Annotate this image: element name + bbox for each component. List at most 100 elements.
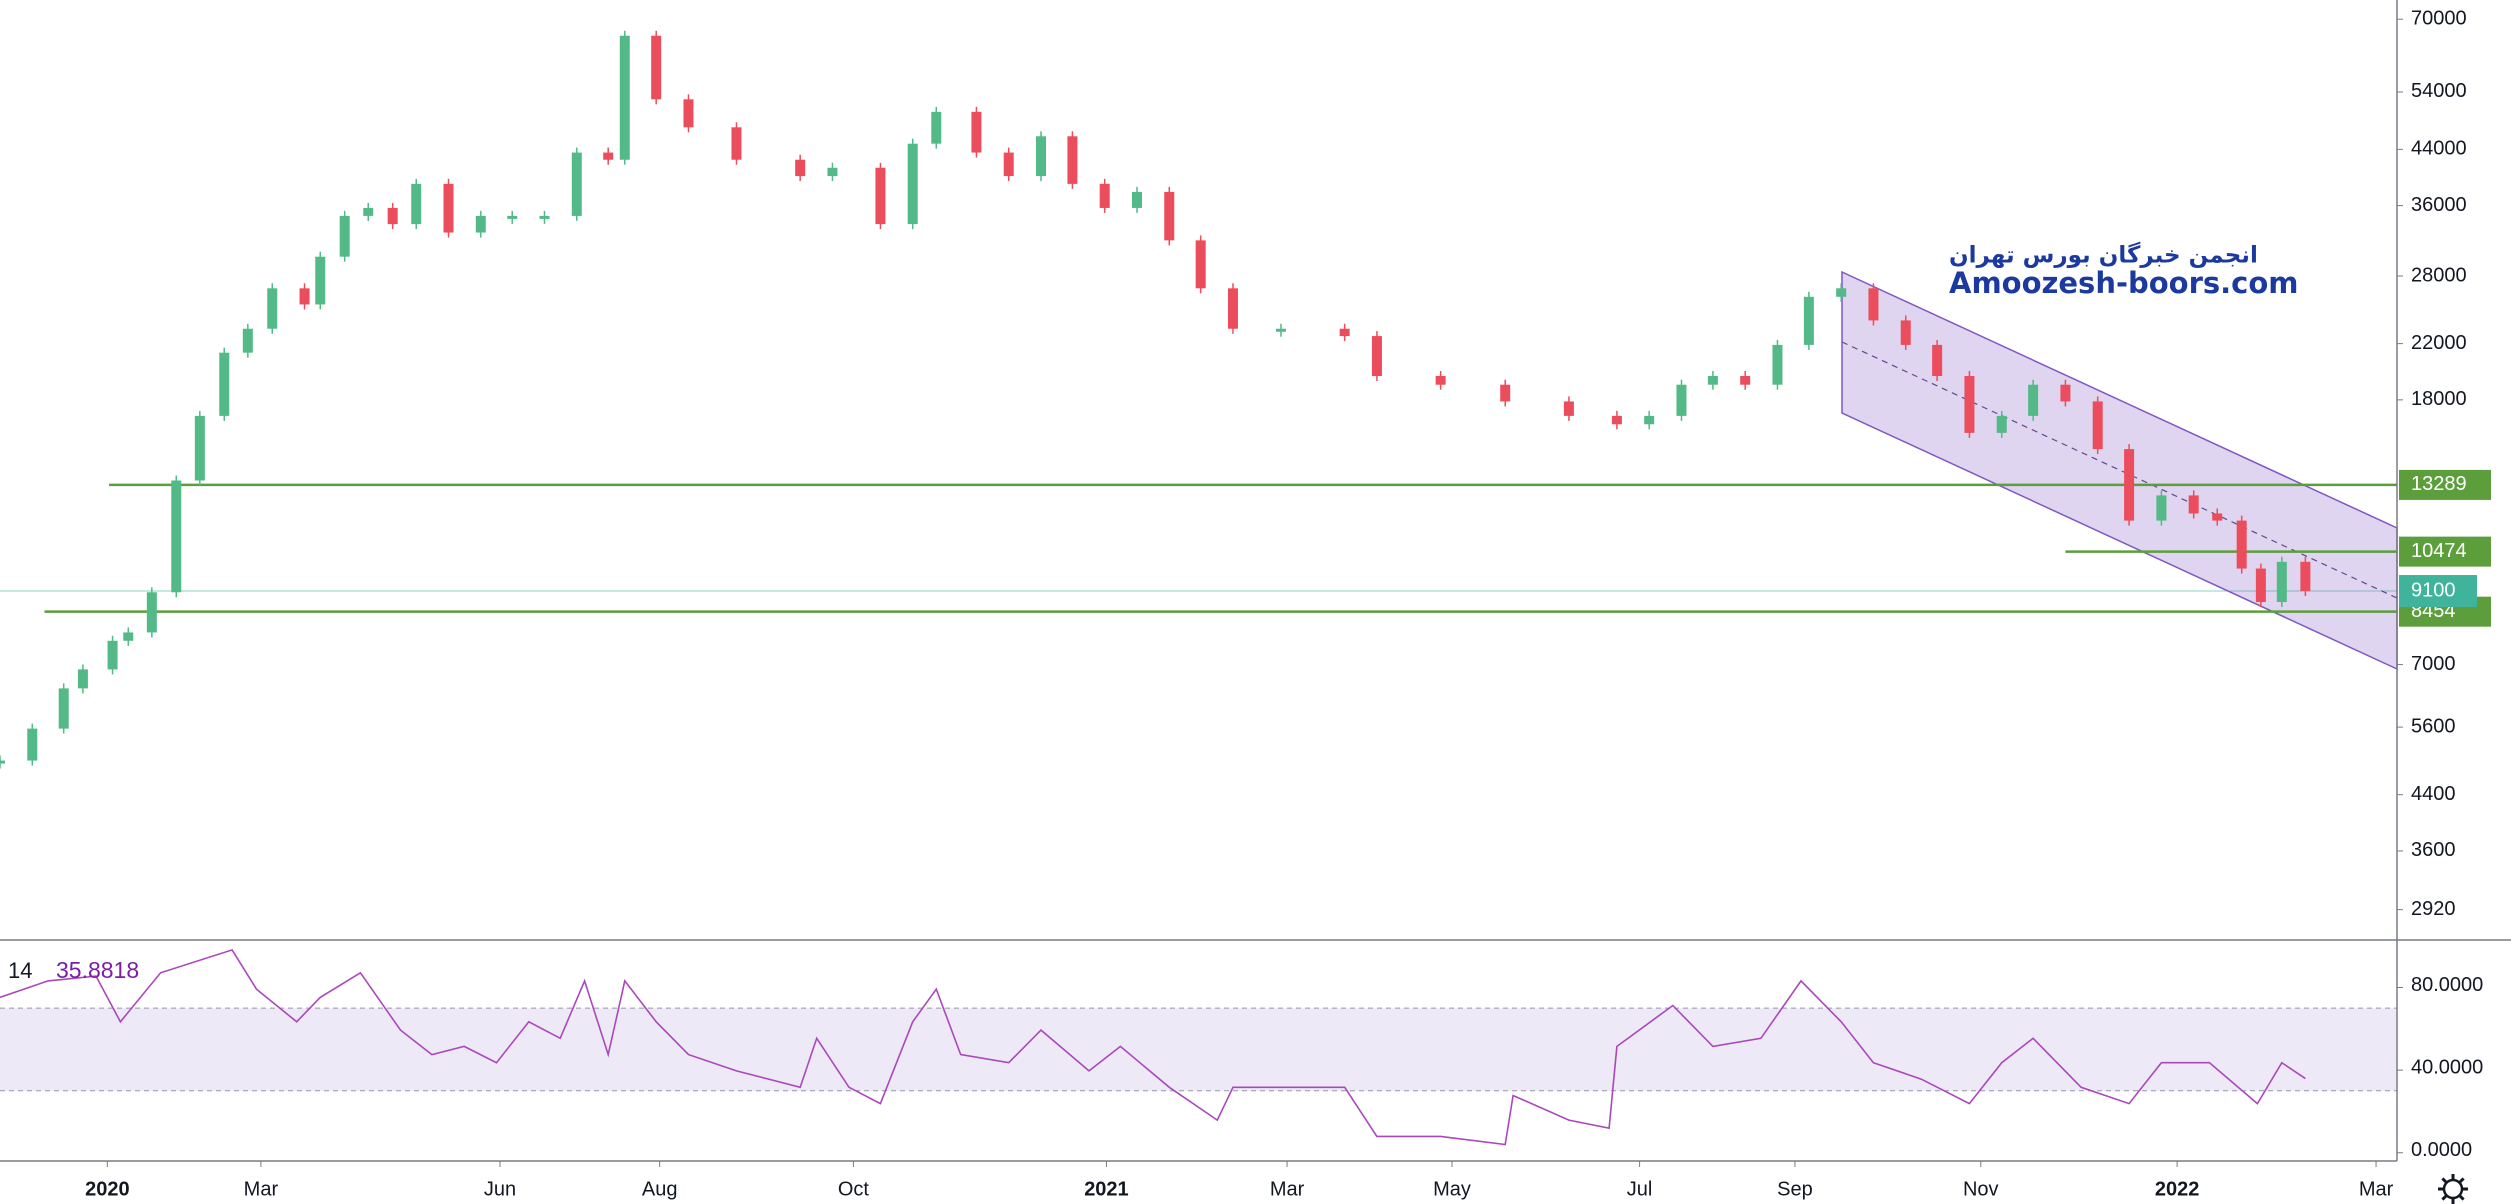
- candle: [1932, 344, 1943, 376]
- candle: [1740, 375, 1751, 385]
- x-tick-label: 2021: [1084, 1178, 1129, 1200]
- x-tick-label: Jul: [1627, 1178, 1653, 1200]
- candle: [507, 215, 518, 219]
- candle: [603, 152, 614, 160]
- candle: [971, 111, 982, 153]
- candle: [2276, 561, 2287, 603]
- candle: [0, 760, 5, 764]
- gear-ring: [2442, 1178, 2464, 1200]
- candle: [1131, 191, 1142, 208]
- candle: [411, 183, 422, 225]
- y-tick-label: 18000: [2411, 388, 2467, 410]
- candle: [2188, 495, 2199, 514]
- candle: [1644, 415, 1655, 425]
- y-tick-label: 40.0000: [2411, 1056, 2483, 1078]
- candle: [1676, 384, 1687, 416]
- candle: [194, 415, 205, 481]
- candle: [875, 167, 886, 225]
- candle: [475, 215, 486, 233]
- candle: [2255, 568, 2266, 603]
- y-tick-label: 28000: [2411, 264, 2467, 286]
- gear-teeth: [2438, 1174, 2468, 1204]
- candle: [219, 352, 230, 416]
- watermark-persian: انجمن خبرگان بورس تهران: [1949, 242, 2258, 269]
- y-tick-label: 0.0000: [2411, 1139, 2472, 1161]
- level-label: 13289: [2411, 473, 2467, 495]
- candle: [1611, 415, 1622, 425]
- settings-icon[interactable]: [2438, 1174, 2468, 1204]
- candle: [1195, 240, 1206, 289]
- candle: [795, 159, 806, 177]
- rsi-period: 14: [8, 958, 32, 983]
- x-tick-label: Mar: [1270, 1178, 1305, 1200]
- candle: [1563, 401, 1574, 416]
- candle: [339, 215, 350, 257]
- candle: [2236, 520, 2247, 569]
- candle: [907, 143, 918, 225]
- candle: [1996, 415, 2007, 433]
- candle: [539, 215, 550, 219]
- y-tick-label: 54000: [2411, 80, 2467, 102]
- rsi-value: 35.8818: [56, 957, 139, 983]
- candle: [1099, 183, 1110, 208]
- candle: [1435, 375, 1446, 385]
- candle: [1707, 375, 1718, 385]
- candle: [619, 35, 630, 160]
- candle: [1868, 288, 1879, 321]
- candle: [387, 207, 398, 225]
- y-tick-label: 70000: [2411, 8, 2467, 30]
- candle: [1164, 191, 1175, 241]
- x-tick-label: Sep: [1777, 1178, 1813, 1200]
- candle: [242, 328, 253, 353]
- candle: [731, 127, 742, 160]
- candle: [827, 167, 838, 177]
- candle: [1964, 375, 1975, 433]
- last-price-label-bg: [2399, 575, 2477, 608]
- candle: [2028, 384, 2039, 416]
- y-tick-label: 36000: [2411, 194, 2467, 216]
- candle: [2124, 449, 2135, 521]
- y-tick-label: 5600: [2411, 715, 2456, 737]
- y-tick-label: 2920: [2411, 898, 2456, 920]
- candle: [2156, 495, 2167, 521]
- candle: [1803, 296, 1814, 345]
- channel-midline: [1841, 341, 2398, 599]
- candle: [58, 688, 69, 729]
- rsi-line: [0, 948, 2306, 1146]
- y-tick-label: 3600: [2411, 839, 2456, 861]
- candle: [1227, 288, 1238, 329]
- candle: [107, 640, 118, 670]
- y-tick-label: 44000: [2411, 138, 2467, 160]
- x-tick-label: Aug: [642, 1178, 678, 1200]
- candle: [1500, 384, 1511, 402]
- candle: [2212, 513, 2223, 521]
- y-tick-label: 7000: [2411, 653, 2456, 675]
- candle: [315, 256, 326, 305]
- candle: [1275, 328, 1286, 332]
- candle: [171, 480, 182, 593]
- candle: [1772, 344, 1783, 385]
- x-tick-label: Oct: [838, 1178, 870, 1200]
- x-tick-label: Mar: [2359, 1178, 2394, 1200]
- candle: [1003, 152, 1014, 177]
- candle: [299, 288, 310, 305]
- candle: [146, 592, 157, 633]
- x-tick-label: May: [1433, 1178, 1471, 1200]
- candle: [1067, 136, 1078, 184]
- last-price-label: 9100: [2411, 579, 2456, 601]
- y-tick-label: 80.0000: [2411, 974, 2483, 996]
- x-tick-label: Mar: [244, 1178, 279, 1200]
- candle: [571, 152, 582, 216]
- candle: [2300, 561, 2311, 592]
- candle: [683, 99, 694, 128]
- candle: [2060, 384, 2071, 402]
- x-tick-label: Nov: [1963, 1178, 1999, 1200]
- candle: [77, 669, 88, 689]
- level-label-bg: [2399, 469, 2491, 500]
- rsi-band: [0, 1008, 2397, 1091]
- candle: [363, 207, 374, 216]
- watermark-url: Amoozesh-boors.com: [1949, 266, 2299, 300]
- y-tick-label: 22000: [2411, 332, 2467, 354]
